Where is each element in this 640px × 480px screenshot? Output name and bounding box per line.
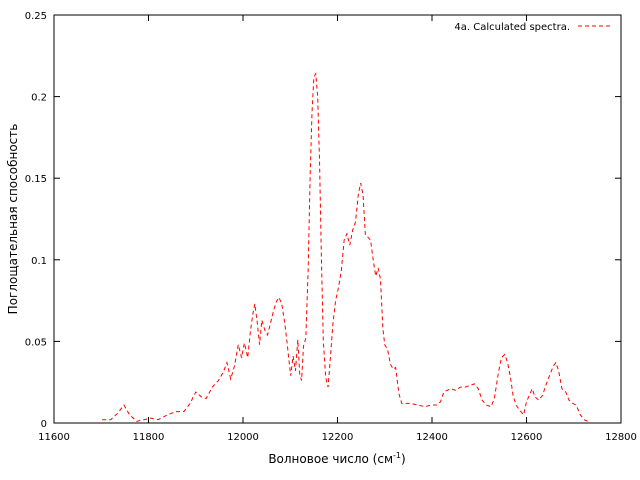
plot-frame [53,14,622,424]
y-tick-label: 0.2 [31,93,47,104]
x-tick-label: 12800 [605,432,637,443]
axis-ticks [53,14,622,424]
y-axis-title: Поглощательная способность [6,124,20,315]
x-axis-title: Волновое число (см-1) [268,451,405,466]
legend-label: 4a. Calculated spectra. [454,22,570,33]
x-tick-labels: 11600 11800 12000 12200 12400 12600 12800 [38,432,637,443]
y-tick-label: 0.1 [31,256,47,267]
y-tick-label: 0.25 [25,11,47,22]
legend: 4a. Calculated spectra. [454,22,611,33]
x-tick-label: 11600 [38,432,70,443]
y-tick-labels: 0 0.05 0.1 0.15 0.2 0.25 [25,11,47,430]
x-tick-label: 12600 [511,432,543,443]
y-tick-label: 0.15 [25,174,47,185]
x-tick-label: 12000 [227,432,259,443]
x-tick-label: 11800 [133,432,165,443]
series-line [102,72,589,422]
x-tick-label: 12400 [416,432,448,443]
y-tick-label: 0.05 [25,337,47,348]
series-layer [102,72,589,422]
x-tick-label: 12200 [322,432,354,443]
y-tick-label: 0 [41,419,47,430]
